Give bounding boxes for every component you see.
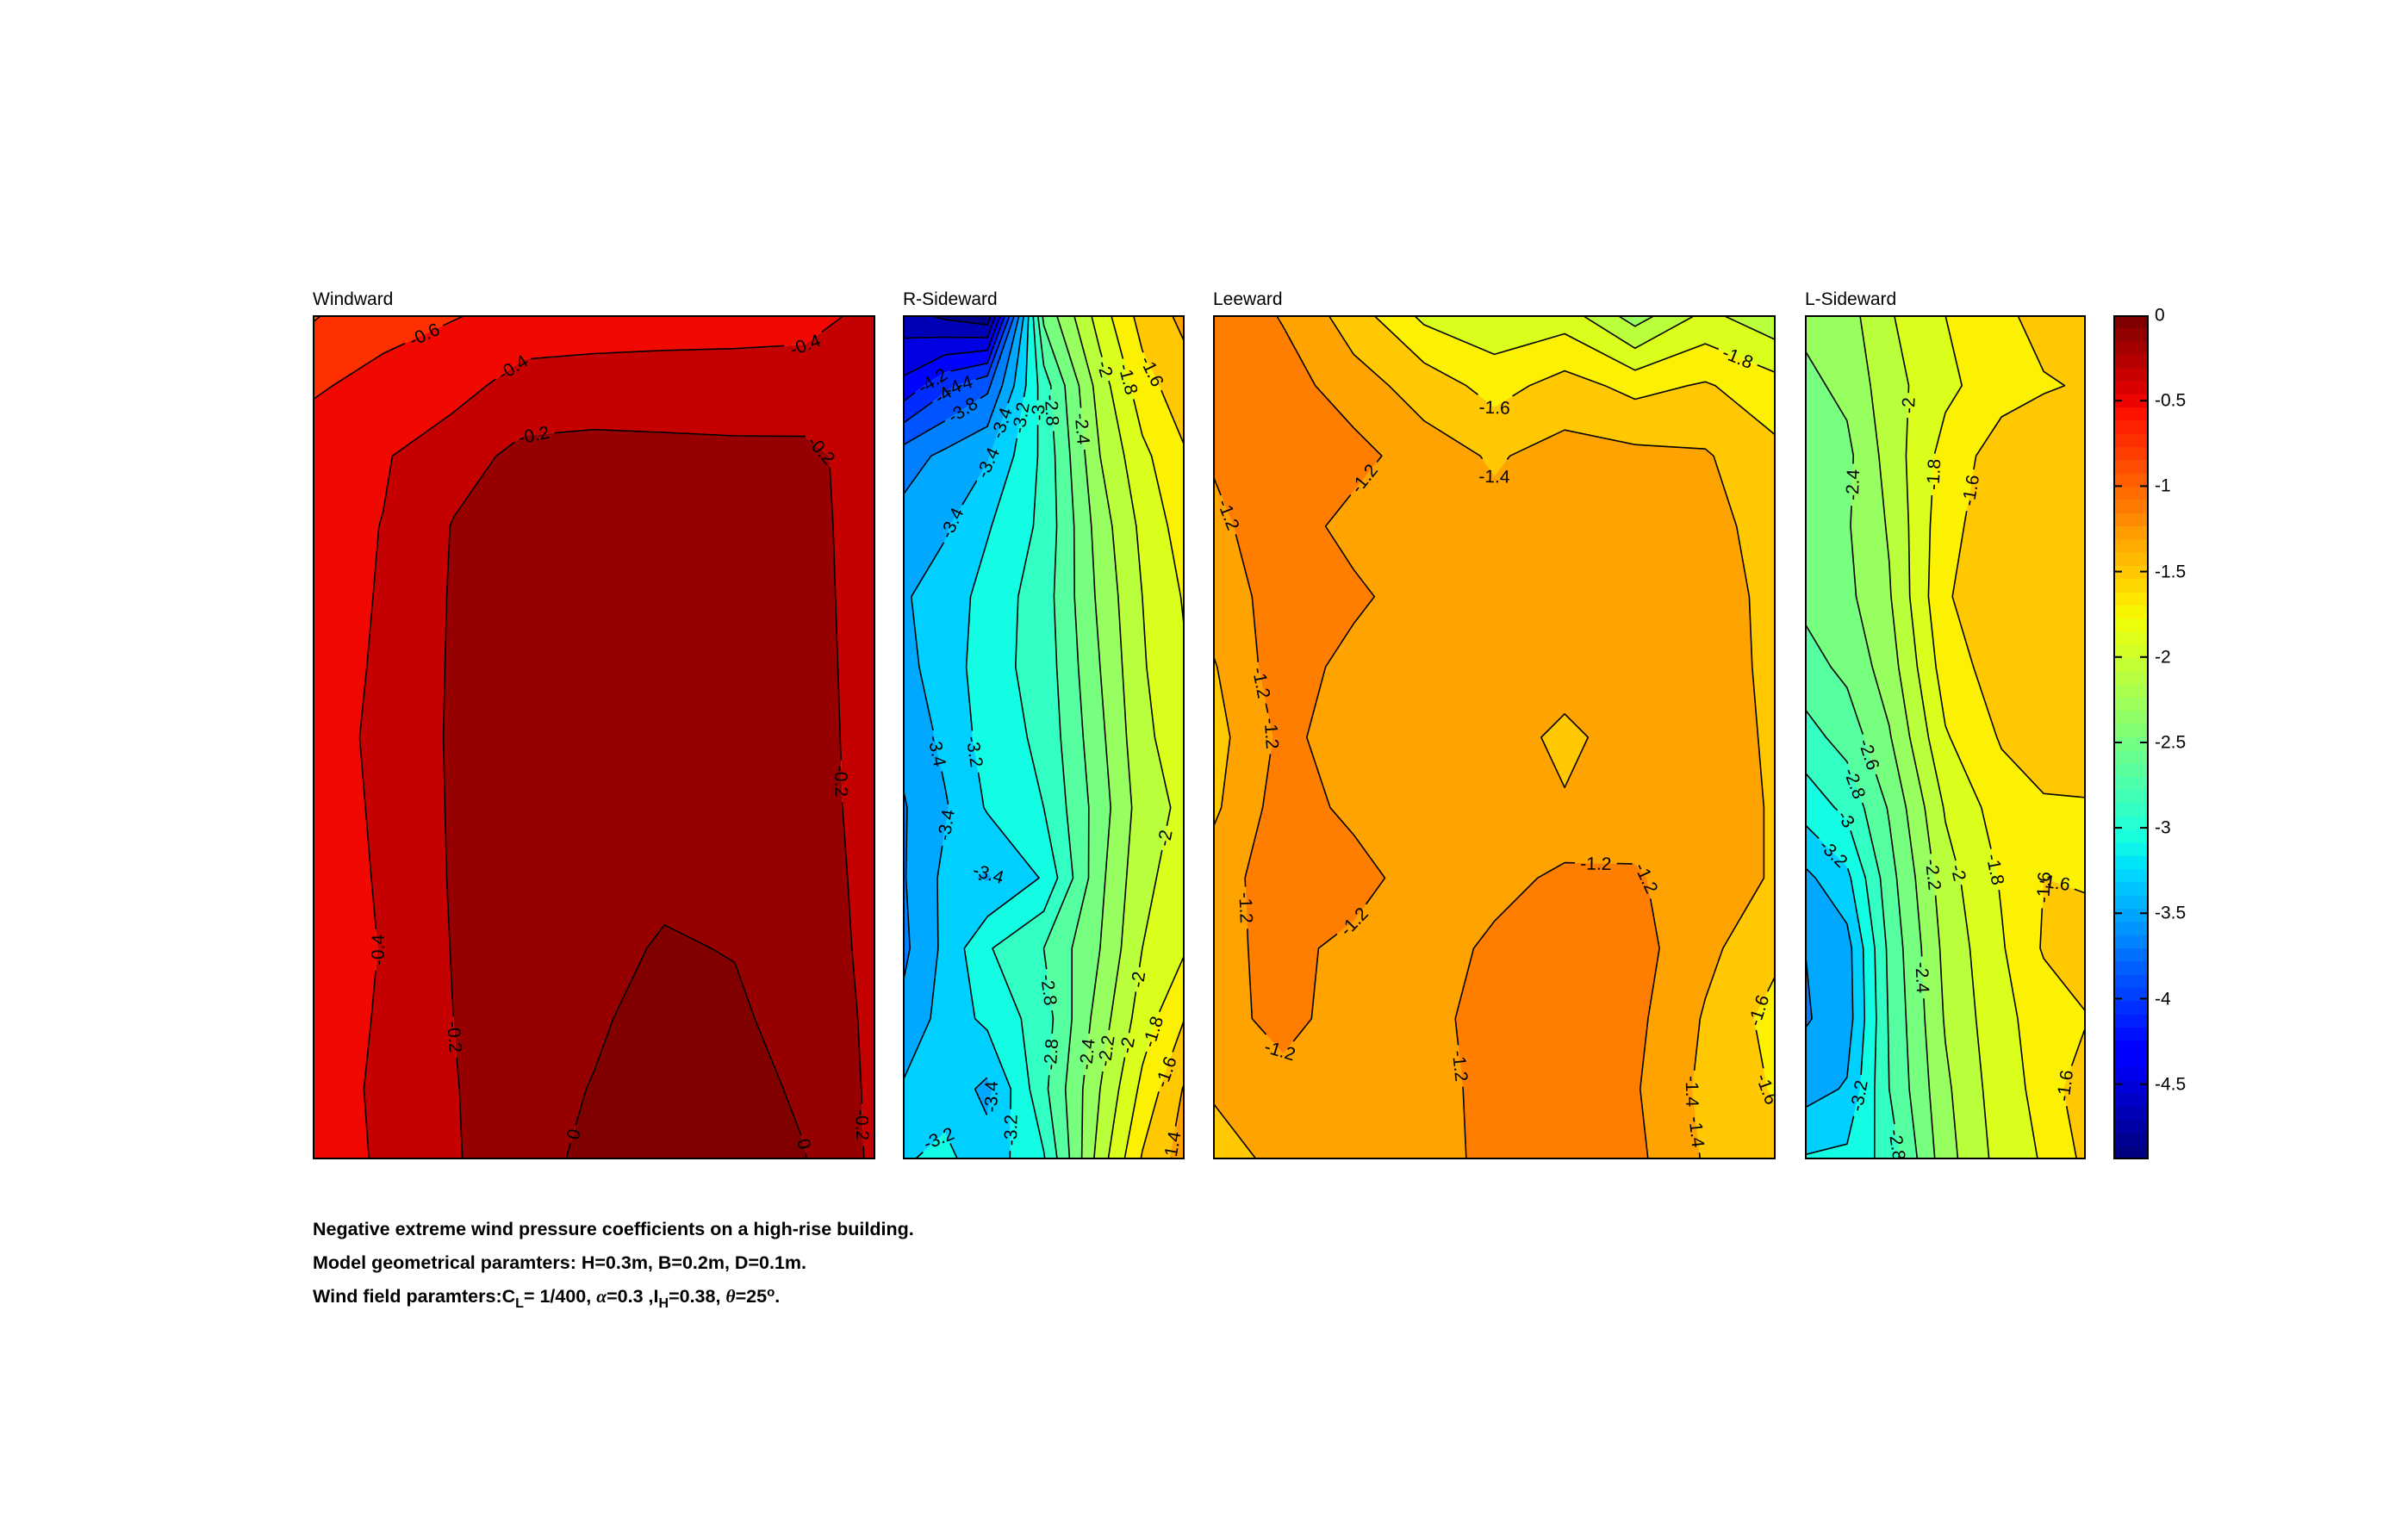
svg-text:-2.4: -2.4 xyxy=(1843,469,1864,500)
svg-text:-1.6: -1.6 xyxy=(2033,872,2055,904)
svg-text:-2: -2 xyxy=(1128,970,1150,989)
svg-text:-0.2: -0.2 xyxy=(851,1109,872,1141)
svg-text:-2: -2 xyxy=(1117,1035,1139,1055)
svg-text:-2.4: -2.4 xyxy=(1076,1037,1099,1071)
svg-text:-2: -2 xyxy=(1154,829,1177,848)
svg-text:-2.8: -2.8 xyxy=(1041,394,1062,426)
svg-text:-1.4: -1.4 xyxy=(1682,1076,1702,1108)
svg-text:-1.2: -1.2 xyxy=(1448,1049,1472,1082)
svg-text:-1.8: -1.8 xyxy=(1923,458,1944,490)
svg-text:-1.6: -1.6 xyxy=(2054,1069,2078,1103)
svg-text:-2: -2 xyxy=(1946,863,1969,884)
svg-text:-1.2: -1.2 xyxy=(1260,717,1282,750)
svg-text:-2.2: -2.2 xyxy=(1095,1034,1119,1068)
svg-text:-3.2: -3.2 xyxy=(1001,1115,1022,1146)
svg-text:-1.4: -1.4 xyxy=(1478,467,1510,488)
svg-text:-1.4: -1.4 xyxy=(1684,1115,1708,1149)
svg-text:-2.4: -2.4 xyxy=(1071,413,1093,445)
svg-text:-0.2: -0.2 xyxy=(831,766,851,798)
svg-text:-2.8: -2.8 xyxy=(1884,1128,1908,1159)
svg-text:-1.2: -1.2 xyxy=(1580,854,1612,874)
svg-text:-1.6: -1.6 xyxy=(1478,397,1510,418)
svg-text:-2.8: -2.8 xyxy=(1036,973,1061,1007)
svg-text:-1.6: -1.6 xyxy=(2038,871,2071,895)
svg-text:-2.2: -2.2 xyxy=(1921,858,1944,891)
svg-text:-1.2: -1.2 xyxy=(1235,891,1256,923)
svg-text:-2.4: -2.4 xyxy=(1911,961,1932,994)
svg-text:-3.2: -3.2 xyxy=(962,735,986,768)
svg-text:-3.4: -3.4 xyxy=(981,1081,1002,1113)
svg-text:-3: -3 xyxy=(1029,405,1048,421)
svg-text:-0.4: -0.4 xyxy=(369,934,389,966)
svg-text:-2.8: -2.8 xyxy=(1041,1038,1063,1071)
svg-text:-2: -2 xyxy=(1899,397,1920,414)
svg-text:-0.2: -0.2 xyxy=(443,1021,465,1053)
